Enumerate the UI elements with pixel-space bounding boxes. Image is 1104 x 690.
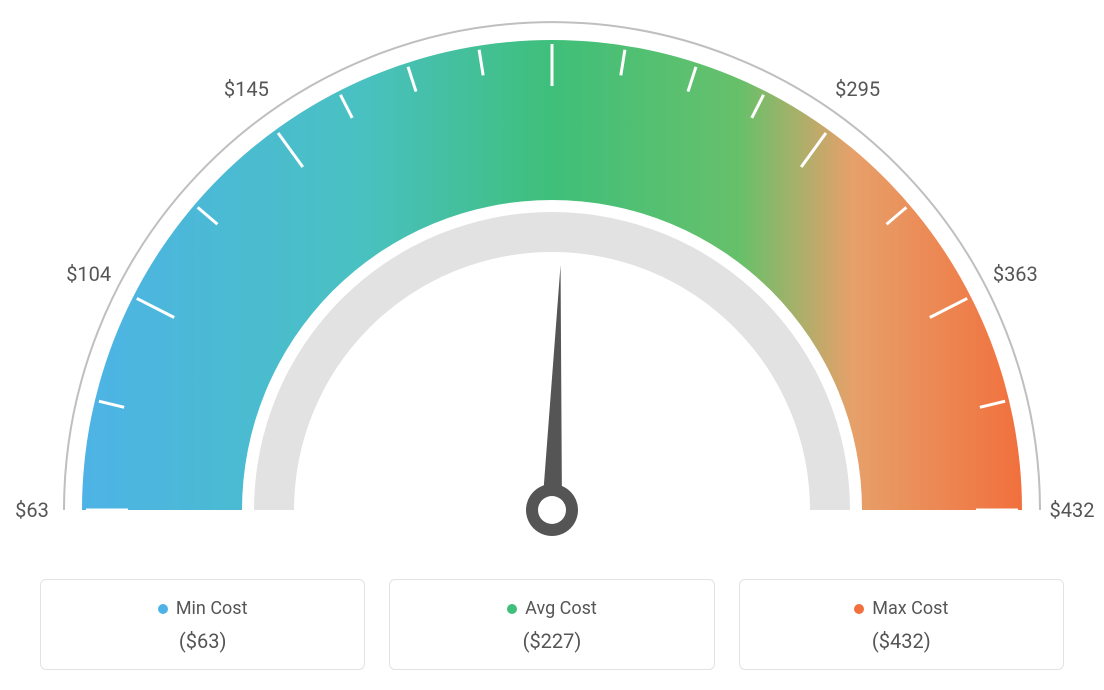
gauge-tick-label: $295 xyxy=(835,77,880,101)
gauge-tick-label: $227 xyxy=(530,0,575,2)
avg-cost-title: Avg Cost xyxy=(507,598,597,619)
summary-cards: Min Cost ($63) Avg Cost ($227) Max Cost … xyxy=(40,579,1064,670)
gauge-svg xyxy=(0,0,1104,560)
min-cost-title: Min Cost xyxy=(158,598,248,619)
avg-cost-card: Avg Cost ($227) xyxy=(389,579,714,670)
min-cost-card: Min Cost ($63) xyxy=(40,579,365,670)
max-dot-icon xyxy=(854,604,864,614)
max-cost-label: Max Cost xyxy=(872,598,948,619)
avg-dot-icon xyxy=(507,604,517,614)
min-cost-value: ($63) xyxy=(51,629,354,653)
avg-cost-label: Avg Cost xyxy=(525,598,597,619)
max-cost-title: Max Cost xyxy=(854,598,948,619)
gauge-area: $63 $104 $145 $227 $295 $363 $432 xyxy=(0,0,1104,560)
max-cost-card: Max Cost ($432) xyxy=(739,579,1064,670)
chart-container: $63 $104 $145 $227 $295 $363 $432 Min Cost ($6… xyxy=(0,0,1104,690)
gauge-tick-label: $63 xyxy=(15,498,49,522)
gauge-tick-label: $363 xyxy=(993,262,1038,286)
min-dot-icon xyxy=(158,604,168,614)
gauge-tick-label: $104 xyxy=(66,262,111,286)
max-cost-value: ($432) xyxy=(750,629,1053,653)
gauge-tick-label: $432 xyxy=(1050,498,1095,522)
gauge-tick-label: $145 xyxy=(224,77,269,101)
min-cost-label: Min Cost xyxy=(176,598,248,619)
avg-cost-value: ($227) xyxy=(400,629,703,653)
